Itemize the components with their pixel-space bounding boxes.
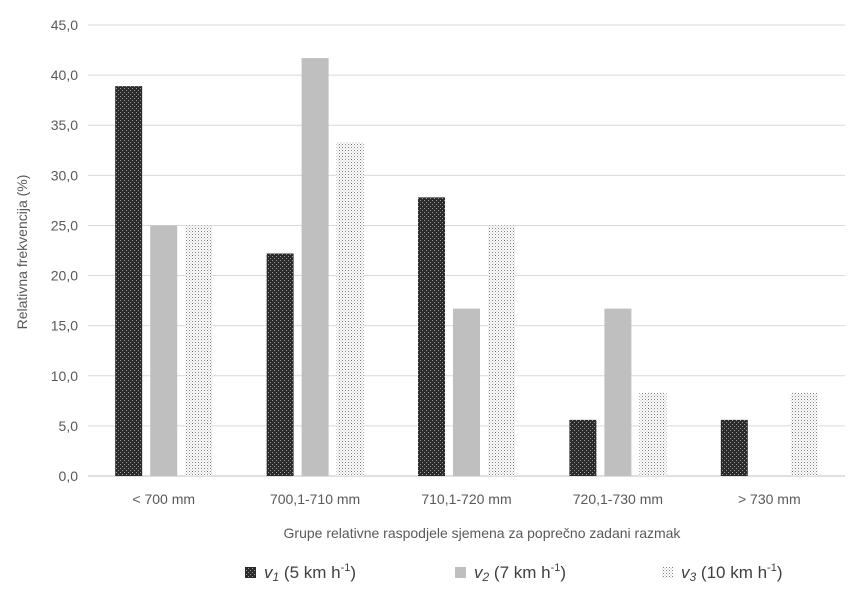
bar-series-2 xyxy=(453,308,480,476)
bar-series-3 xyxy=(790,392,818,476)
x-tick-label: < 700 mm xyxy=(132,491,195,507)
x-axis-title: Grupe relativne raspodjele sjemena za po… xyxy=(284,525,682,541)
y-tick-label: 25,0 xyxy=(51,217,78,233)
legend-label-series-3: v3 (10 km h-1) xyxy=(681,562,783,584)
legend-label-series-1: v1 (5 km h-1) xyxy=(264,562,356,584)
bar-series-3 xyxy=(185,225,213,476)
bar-series-2 xyxy=(150,225,178,476)
bar-series-2 xyxy=(604,308,632,476)
y-tick-label: 5,0 xyxy=(59,418,79,434)
y-tick-label: 15,0 xyxy=(51,318,78,334)
x-tick-label: 700,1-710 mm xyxy=(270,491,360,507)
bar-series-3 xyxy=(336,142,364,476)
legend-swatch-series-1 xyxy=(245,567,256,578)
bar-series-1 xyxy=(115,86,143,476)
legend-label-series-2: v2 (7 km h-1) xyxy=(474,562,566,584)
legend-swatch-series-3 xyxy=(662,567,673,578)
legend-swatch-series-2 xyxy=(455,567,466,578)
bar-series-1 xyxy=(720,419,748,476)
x-tick-label: > 730 mm xyxy=(738,491,801,507)
gridlines xyxy=(88,24,845,477)
y-tick-label: 0,0 xyxy=(59,468,79,484)
bars xyxy=(115,58,818,477)
y-tick-label: 20,0 xyxy=(51,268,78,284)
bar-series-3 xyxy=(639,392,667,476)
y-axis-tick-labels: 0,0 5,0 10,0 15,0 20,0 25,0 30,0 35,0 40,0 45,0 xyxy=(51,17,78,484)
bar-series-3 xyxy=(488,225,515,476)
bar-series-1 xyxy=(418,197,445,477)
x-tick-label: 710,1-720 mm xyxy=(421,491,511,507)
y-tick-label: 10,0 xyxy=(51,368,78,384)
y-tick-label: 40,0 xyxy=(51,67,78,83)
y-tick-label: 35,0 xyxy=(51,117,78,133)
legend: v1 (5 km h-1) v2 (7 km h-1) v3 (10 km h-1) xyxy=(245,562,783,584)
x-axis-tick-labels: < 700 mm 700,1-710 mm 710,1-720 mm 720,1-73… xyxy=(132,491,800,507)
y-tick-label: 30,0 xyxy=(51,167,78,183)
bar-series-1 xyxy=(569,419,597,476)
bar-series-2 xyxy=(301,58,329,476)
y-tick-label: 45,0 xyxy=(51,17,78,33)
y-axis-title: Relativna frekvencija (%) xyxy=(14,175,30,330)
x-tick-label: 720,1-730 mm xyxy=(573,491,663,507)
bar-series-1 xyxy=(266,253,294,476)
